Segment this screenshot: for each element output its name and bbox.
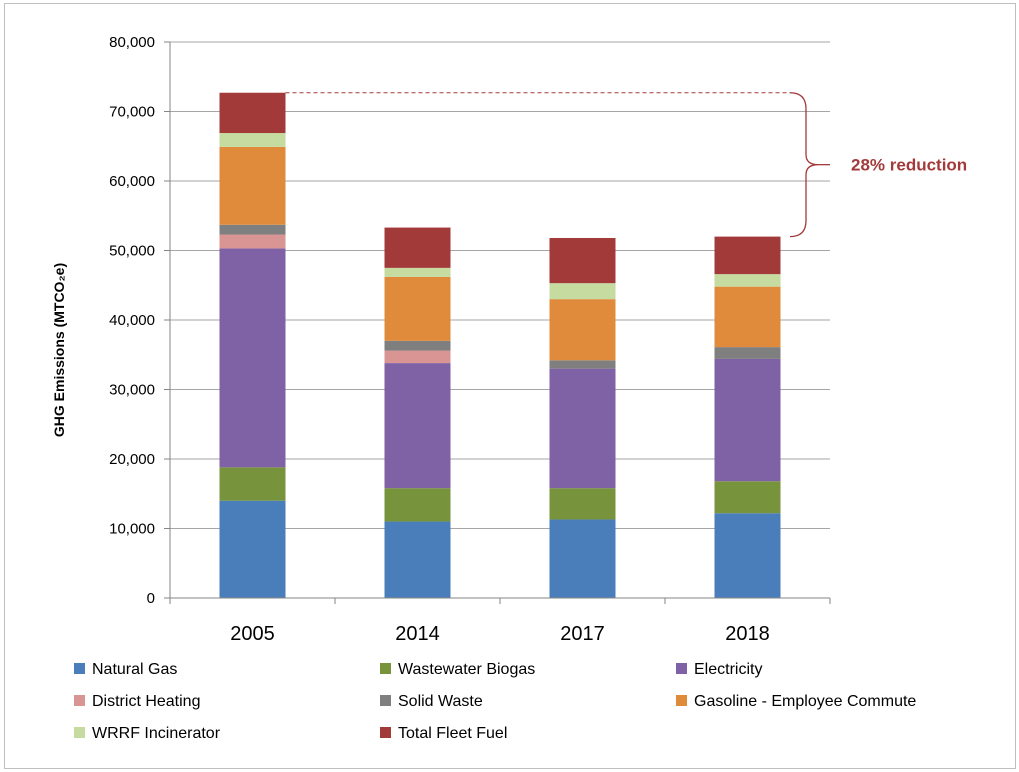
y-tick-label: 60,000 — [109, 173, 155, 190]
bar-segment — [714, 358, 781, 482]
legend-item: Gasoline - Employee Commute — [676, 693, 916, 710]
legend-label: Gasoline - Employee Commute — [694, 693, 916, 710]
x-category-label: 2018 — [725, 623, 770, 645]
chart-frame — [4, 3, 1016, 769]
legend-swatch — [380, 663, 391, 674]
legend-swatch — [676, 663, 687, 674]
legend-item: WRRF Incinerator — [74, 725, 221, 742]
x-category-label: 2005 — [230, 623, 275, 645]
legend-item: Wastewater Biogas — [380, 661, 535, 678]
legend-swatch — [74, 695, 85, 706]
annotation-brace — [789, 92, 819, 238]
legend-item: Natural Gas — [74, 661, 177, 678]
bar-segment — [219, 224, 286, 235]
bar-segment — [549, 360, 616, 369]
bar-segment — [714, 286, 781, 348]
legend-swatch — [74, 663, 85, 674]
legend-label: Total Fleet Fuel — [398, 725, 507, 742]
bar-segment — [714, 236, 781, 275]
y-tick-label: 70,000 — [109, 104, 155, 121]
x-category-label: 2014 — [395, 623, 440, 645]
y-tick-label: 80,000 — [109, 34, 155, 51]
legend-label: Natural Gas — [92, 661, 177, 678]
bar-segment — [549, 368, 616, 489]
legend-swatch — [676, 695, 687, 706]
bar-segment — [384, 267, 451, 277]
legend-label: Electricity — [694, 661, 762, 678]
bar-segment — [219, 467, 286, 501]
bar-segment — [219, 500, 286, 598]
bar-segment — [219, 133, 286, 147]
bar-segment — [384, 350, 451, 364]
bar-segment — [549, 519, 616, 598]
bar-segment — [549, 237, 616, 284]
legend-label: WRRF Incinerator — [92, 725, 221, 742]
annotation-label: 28% reduction — [851, 156, 967, 175]
legend-label: District Heating — [92, 693, 200, 710]
y-tick-label: 30,000 — [109, 382, 155, 399]
bar-segment — [714, 347, 781, 359]
legend-item: Total Fleet Fuel — [380, 725, 507, 742]
legend-swatch — [380, 695, 391, 706]
x-axis-categories: 2005 2014 2017 2018 — [230, 623, 770, 645]
legend: Natural Gas Wastewater Biogas Electricity D… — [74, 661, 916, 742]
bar-segment — [384, 488, 451, 522]
bar-segment — [549, 299, 616, 361]
bar-segment — [219, 146, 286, 225]
legend-label: Solid Waste — [398, 693, 483, 710]
legend-label: Wastewater Biogas — [398, 661, 535, 678]
bar-segment — [384, 276, 451, 341]
bar-segment — [714, 481, 781, 514]
bar-segment — [549, 488, 616, 520]
y-tick-label: 10,000 — [109, 521, 155, 538]
legend-swatch — [74, 727, 85, 738]
y-axis-ticks: 0 10,000 20,000 30,000 40,000 50,000 60,000 70,… — [109, 34, 170, 607]
bar-segment — [219, 234, 286, 249]
bar-segment — [219, 92, 286, 134]
legend-item: Solid Waste — [380, 693, 483, 710]
bar-segment — [714, 274, 781, 287]
bar-segment — [219, 248, 286, 468]
legend-swatch — [380, 727, 391, 738]
bar-segment — [714, 513, 781, 598]
y-axis-label: GHG Emissions (MTCO₂e) — [51, 263, 67, 437]
y-tick-label: 20,000 — [109, 451, 155, 468]
legend-item: Electricity — [676, 661, 762, 678]
bars — [219, 92, 781, 598]
y-tick-label: 50,000 — [109, 243, 155, 260]
bar-segment — [384, 363, 451, 489]
y-tick-label: 0 — [147, 590, 155, 607]
reduction-annotation: 28% reduction — [285, 92, 967, 238]
legend-item: District Heating — [74, 693, 200, 710]
bar-segment — [384, 340, 451, 351]
y-tick-label: 40,000 — [109, 312, 155, 329]
bar-segment — [549, 283, 616, 300]
axes — [169, 42, 831, 604]
bar-segment — [384, 521, 451, 598]
x-category-label: 2017 — [560, 623, 605, 645]
bar-segment — [384, 227, 451, 268]
